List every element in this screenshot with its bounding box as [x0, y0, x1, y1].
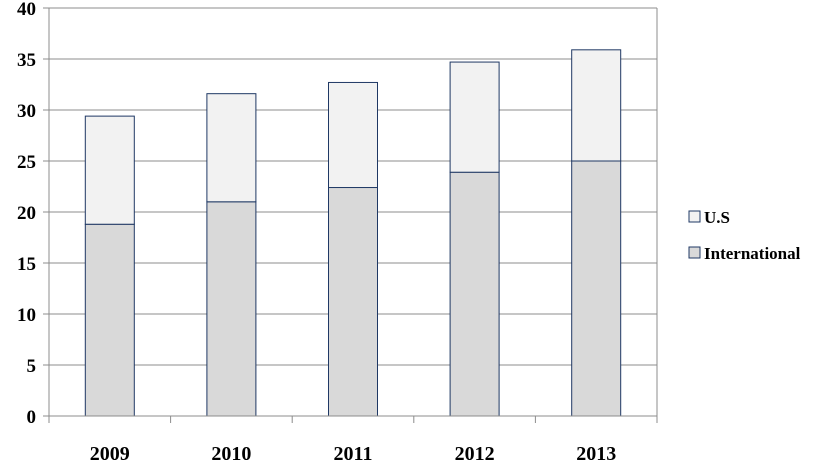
legend-label: U.S	[704, 208, 730, 227]
axes	[43, 7, 658, 423]
y-tick-label: 5	[27, 356, 37, 377]
x-tick-label: 2013	[576, 443, 616, 460]
x-tick-label: 2011	[334, 443, 373, 460]
x-tick-label: 2012	[455, 443, 495, 460]
bar-international-2009	[84, 223, 135, 417]
legend-swatch	[688, 210, 701, 223]
x-tick-label: 2010	[211, 443, 251, 460]
y-tick-label: 0	[27, 407, 37, 428]
bar-international-2011	[328, 187, 378, 417]
legend-swatch	[688, 246, 701, 259]
legend-label: International	[704, 244, 801, 263]
y-tick-label: 25	[17, 152, 36, 173]
bar-international-2010	[206, 201, 257, 417]
y-tick-labels: 0 5 10 15 20 25 30 35 40	[17, 0, 36, 428]
y-tick-label: 35	[17, 50, 36, 71]
x-tick-labels: 2009 2010 2011 2012 2013	[90, 443, 616, 460]
y-tick-label: 20	[17, 203, 36, 224]
y-tick-label: 40	[17, 0, 36, 20]
y-tick-label: 10	[17, 305, 36, 326]
legend: U.S International	[688, 208, 801, 263]
bar-international-2012	[449, 171, 500, 417]
bar-u-s-2010	[206, 93, 257, 203]
bar-u-s-2013	[571, 49, 622, 162]
bar-u-s-2011	[328, 81, 378, 189]
bar-international-2013	[571, 160, 622, 417]
y-tick-label: 15	[17, 254, 36, 275]
x-tick-label: 2009	[90, 443, 130, 460]
bar-u-s-2009	[84, 115, 135, 225]
bars	[84, 49, 622, 417]
bar-u-s-2012	[449, 61, 500, 173]
y-tick-label: 30	[17, 101, 36, 122]
